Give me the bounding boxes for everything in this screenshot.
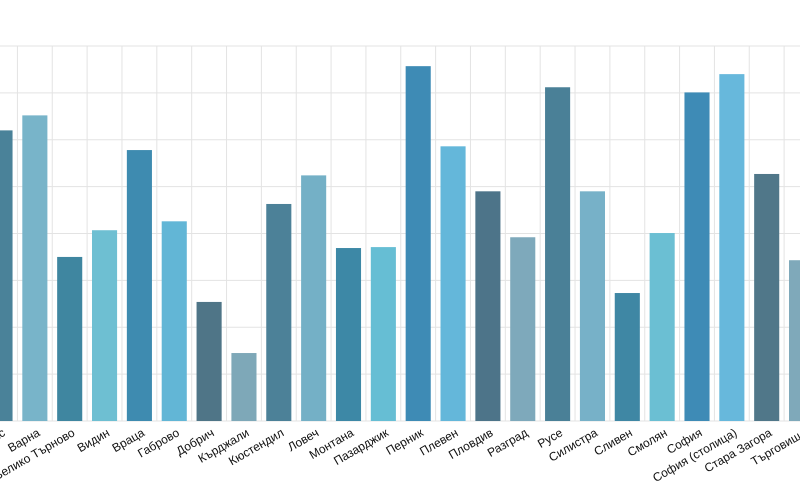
bar: [545, 87, 571, 421]
bar: [266, 203, 292, 421]
bar: [719, 74, 745, 421]
bar: [754, 173, 780, 421]
bar: [161, 221, 187, 421]
bar: [789, 260, 800, 421]
bar: [301, 175, 327, 421]
bar: [57, 256, 83, 421]
bar: [370, 247, 396, 421]
x-tick-label: Бургас: [0, 425, 8, 456]
x-tick-label: Видин: [75, 425, 112, 455]
bar: [475, 191, 501, 421]
bar: [22, 115, 48, 421]
bar: [231, 353, 257, 421]
x-tick-label: Разград: [485, 425, 530, 459]
x-tick-label: Смолян: [625, 425, 670, 459]
bar: [405, 66, 431, 421]
x-tick-label: Перник: [384, 425, 427, 458]
bar: [335, 248, 362, 421]
bar: [440, 146, 466, 421]
bar: [196, 301, 222, 421]
bar: [579, 191, 605, 421]
bar: [0, 130, 13, 421]
bar: [649, 233, 675, 421]
bar: [510, 237, 536, 421]
bar: [92, 230, 118, 421]
bar: [614, 293, 640, 421]
bar: [126, 150, 152, 421]
bar: [684, 92, 710, 421]
